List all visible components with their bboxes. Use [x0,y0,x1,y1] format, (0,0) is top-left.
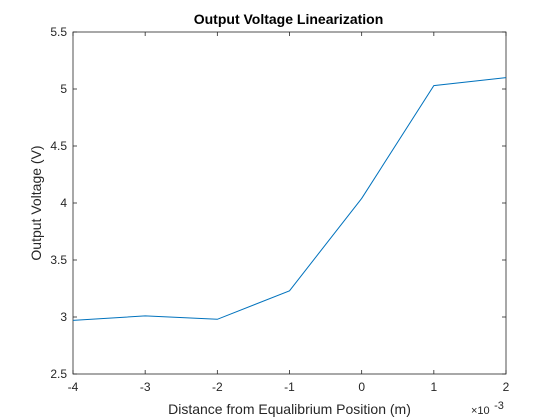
x-tick-label: 0 [358,380,365,394]
x-tick-label: 2 [503,380,510,394]
x-tick-label: -1 [284,380,295,394]
x-axis: -4 -3 -2 -1 0 1 2 [68,32,510,394]
y-tick-label: 4 [60,196,67,210]
x-multiplier-exponent: -3 [494,400,504,412]
x-tick-label: -3 [140,380,151,394]
x-tick-label: -4 [68,380,79,394]
chart-title: Output Voltage Linearization [194,11,384,27]
y-tick-label: 5.5 [50,25,67,39]
y-tick-label: 5 [60,82,67,96]
y-tick-label: 3 [60,310,67,324]
x-multiplier-base: ×10 [471,405,490,417]
plot-area [72,31,507,375]
y-tick-label: 2.5 [50,367,67,381]
x-tick-label: -2 [212,380,223,394]
x-exponent-label: ×10 -3 [471,400,504,418]
y-tick-label: 3.5 [50,253,67,267]
y-tick-label: 4.5 [50,139,67,153]
y-axis: 2.5 3 3.5 4 4.5 5 5.5 [50,25,506,381]
x-tick-label: 1 [430,380,437,394]
series-group [72,77,507,321]
y-axis-label: Output Voltage (V) [28,145,44,260]
series-line [72,77,507,321]
x-axis-label: Distance from Equalibrium Position (m) [168,401,411,417]
